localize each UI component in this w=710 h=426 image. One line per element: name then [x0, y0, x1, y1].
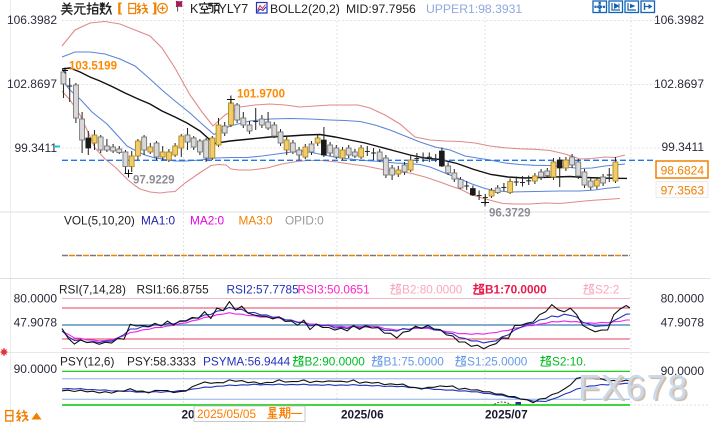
svg-text:BOLL2(20,2): BOLL2(20,2) — [270, 2, 340, 16]
svg-text:2025/05/05: 2025/05/05 — [197, 407, 256, 421]
svg-text:PSY(12,6): PSY(12,6) — [60, 355, 114, 369]
svg-text:2025/07: 2025/07 — [485, 408, 528, 422]
svg-text:RSI(7,14,28): RSI(7,14,28) — [59, 283, 126, 297]
svg-text:RSI1:66.8755: RSI1:66.8755 — [137, 283, 210, 297]
svg-text:FX678: FX678 — [580, 370, 691, 409]
svg-text:MID:97.7956: MID:97.7956 — [346, 2, 416, 16]
svg-text:MA2:0: MA2:0 — [190, 214, 225, 228]
svg-text:VOL(5,10,20): VOL(5,10,20) — [64, 214, 135, 228]
svg-text:B2:90.0000: B2:90.0000 — [305, 355, 366, 369]
svg-text:S2:2: S2:2 — [595, 283, 619, 297]
svg-text:102.8697: 102.8697 — [7, 77, 57, 91]
svg-text:B1:75.0000: B1:75.0000 — [384, 355, 445, 369]
svg-text:90.0000: 90.0000 — [14, 362, 58, 376]
svg-text:101.9700: 101.9700 — [237, 89, 285, 101]
svg-text:47.9078: 47.9078 — [661, 316, 705, 330]
svg-text:106.3982: 106.3982 — [7, 13, 57, 27]
svg-text:MA3:0: MA3:0 — [239, 214, 274, 228]
svg-text:OPID:0: OPID:0 — [285, 214, 324, 228]
svg-text:47.9078: 47.9078 — [14, 316, 58, 330]
svg-text:99.3411: 99.3411 — [15, 141, 58, 155]
svg-text:96.3729: 96.3729 — [489, 208, 531, 220]
svg-text:MA1:0: MA1:0 — [141, 214, 176, 228]
svg-text:S1:25.0000: S1:25.0000 — [467, 355, 528, 369]
svg-text:YLY7: YLY7 — [219, 2, 249, 16]
svg-text:PSY:58.3333: PSY:58.3333 — [127, 355, 196, 369]
svg-text:FX678: FX678 — [578, 369, 689, 408]
svg-text:90.0000: 90.0000 — [661, 364, 705, 378]
svg-text:S2:10.: S2:10. — [552, 355, 586, 369]
svg-text:UPPER1:98.3931: UPPER1:98.3931 — [426, 2, 522, 16]
svg-text:97.9229: 97.9229 — [133, 175, 175, 187]
svg-text:K: K — [190, 2, 199, 16]
svg-text:80.0000: 80.0000 — [14, 292, 58, 306]
svg-text:B2:80.0000: B2:80.0000 — [402, 283, 463, 297]
svg-text:102.8697: 102.8697 — [654, 77, 704, 91]
svg-text:97.3563: 97.3563 — [661, 184, 705, 198]
svg-text:B1:70.0000: B1:70.0000 — [485, 283, 547, 297]
svg-text:98.6824: 98.6824 — [661, 164, 705, 178]
svg-text:RSI3:50.0651: RSI3:50.0651 — [298, 283, 370, 297]
svg-text:103.5199: 103.5199 — [69, 61, 117, 73]
svg-text:PSYMA:56.9444: PSYMA:56.9444 — [203, 355, 291, 369]
svg-text:99.3411: 99.3411 — [662, 140, 705, 154]
svg-text:20: 20 — [182, 408, 196, 422]
svg-text:80.0000: 80.0000 — [661, 292, 705, 306]
svg-text:2025/06: 2025/06 — [341, 408, 384, 422]
svg-text:106.3982: 106.3982 — [654, 13, 704, 27]
svg-text:RSI2:57.7785: RSI2:57.7785 — [227, 283, 300, 297]
